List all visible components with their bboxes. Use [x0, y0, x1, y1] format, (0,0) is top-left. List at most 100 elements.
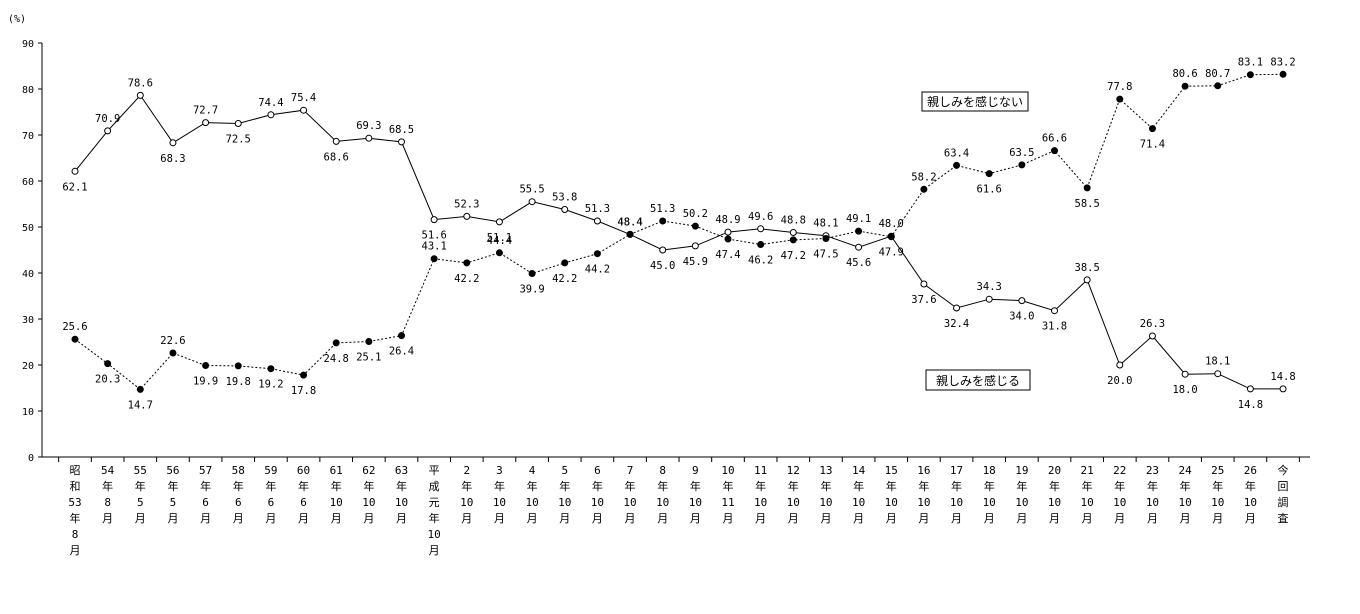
data-label: 80.6 — [1172, 68, 1197, 80]
x-tick-label-34: 24 年 10 月 — [1178, 464, 1192, 525]
data-label: 49.1 — [846, 213, 871, 225]
x-tick-label-line: 58 — [232, 464, 245, 477]
data-label: 14.8 — [1270, 371, 1295, 383]
x-tick-label-line: 年 — [918, 479, 929, 493]
x-tick-label-line: 13 — [819, 464, 832, 477]
x-tick-label-line: 63 — [395, 464, 408, 477]
x-tick-label-12: 2 年 10 月 — [460, 464, 473, 525]
data-label: 47.9 — [879, 247, 904, 259]
data-point-open — [1018, 297, 1026, 305]
data-point-filled — [1116, 95, 1124, 103]
x-tick-label-line: 10 — [460, 496, 473, 509]
x-tick-label-line: 10 — [656, 496, 669, 509]
data-point-filled — [234, 362, 242, 370]
x-tick-label-line: 年 — [167, 479, 178, 493]
x-tick-label-line: 年 — [396, 479, 407, 493]
data-point-filled — [593, 250, 601, 258]
x-tick-label-line: 年 — [135, 479, 146, 493]
data-label: 44.2 — [585, 264, 610, 276]
data-label: 68.6 — [324, 151, 349, 163]
data-label: 48.9 — [715, 214, 740, 226]
x-tick-label-line: 月 — [723, 512, 734, 525]
x-tick-label-line: 10 — [362, 496, 375, 509]
x-tick-label-29: 19 年 10 月 — [1015, 464, 1028, 525]
x-tick-label-27: 17 年 10 月 — [950, 464, 963, 525]
x-tick-label-line: 調 — [1278, 495, 1289, 509]
x-tick-label-line: 年 — [788, 479, 799, 493]
x-tick-label-line: 月 — [1114, 512, 1125, 525]
data-label: 48.4 — [617, 216, 642, 228]
series-label-text: 親しみを感じる — [936, 373, 1020, 388]
x-tick-label-line: 月 — [70, 544, 81, 557]
x-tick-label-line: 成 — [429, 480, 440, 493]
data-point-open — [495, 218, 503, 226]
x-tick-label-line: 10 — [819, 496, 832, 509]
data-label: 39.9 — [519, 284, 544, 296]
data-label: 61.6 — [977, 184, 1002, 196]
x-tick-label-line: 8 — [72, 528, 79, 541]
x-tick-label-line: 20 — [1048, 464, 1061, 477]
x-tick-label-line: 月 — [461, 512, 472, 525]
data-label: 58.2 — [911, 171, 936, 183]
x-tick-label-22: 12 年 10 月 — [787, 464, 800, 525]
x-tick-label-5: 58 年 6 月 — [232, 464, 245, 525]
x-tick-label-6: 59 年 6 月 — [264, 464, 277, 525]
data-label: 71.4 — [1140, 139, 1165, 151]
x-tick-label-line: 59 — [264, 464, 277, 477]
series-label-box-1: 親しみを感じない — [921, 91, 1029, 112]
data-point-filled — [757, 241, 765, 248]
x-tick-label-line: 月 — [494, 512, 505, 525]
x-tick-label-line: 年 — [592, 479, 603, 493]
x-tick-label-line: 年 — [331, 479, 342, 493]
x-tick-label-33: 23 年 10 月 — [1146, 464, 1159, 525]
x-tick-label-13: 3 年 10 月 — [493, 464, 506, 525]
data-point-open — [528, 198, 536, 206]
x-tick-label-line: 10 — [1178, 496, 1191, 509]
data-label: 70.9 — [95, 113, 120, 125]
y-tick-label: 50 — [22, 223, 34, 234]
series-label-box-border — [925, 369, 1031, 391]
data-label: 66.6 — [1042, 133, 1067, 145]
data-point-open — [985, 295, 993, 303]
data-label: 75.4 — [291, 92, 316, 104]
x-tick-label-18: 8 年 10 月 — [656, 464, 669, 525]
x-tick-label-16: 6 年 10 月 — [591, 464, 604, 525]
data-point-filled — [495, 249, 503, 257]
x-tick-label-line: 10 — [558, 496, 571, 509]
x-tick-label-line: 54 — [101, 464, 115, 477]
x-tick-label-8: 61 年 10 月 — [330, 464, 343, 525]
data-label: 48.4 — [617, 216, 642, 228]
data-label: 25.1 — [356, 352, 381, 364]
x-tick-label-31: 21 年 10 月 — [1081, 464, 1094, 525]
data-label: 46.2 — [748, 255, 773, 267]
x-tick-label-line: 56 — [166, 464, 179, 477]
data-label: 20.0 — [1107, 375, 1132, 387]
data-point-filled — [626, 230, 634, 238]
x-tick-label-line: 年 — [1180, 479, 1191, 493]
y-tick-label: 90 — [22, 39, 34, 50]
x-tick-label-line: 25 — [1211, 464, 1224, 477]
data-label: 74.4 — [258, 97, 283, 109]
x-tick-label-line: 年 — [625, 479, 636, 493]
x-tick-label-line: 10 — [721, 464, 734, 477]
x-tick-label-line: 月 — [755, 512, 766, 525]
data-point-filled — [430, 255, 438, 263]
x-tick-label-line: 年 — [1049, 479, 1060, 493]
x-tick-label-line: 10 — [330, 496, 343, 509]
data-point-filled — [1181, 82, 1189, 90]
x-tick-label-line: 年 — [690, 479, 701, 493]
x-tick-label-line: 年 — [1016, 479, 1027, 493]
data-point-open — [659, 246, 667, 254]
series-label-text: 親しみを感じない — [927, 94, 1023, 109]
x-tick-label-line: 月 — [363, 512, 374, 525]
data-label: 43.1 — [422, 241, 447, 253]
data-label: 62.1 — [62, 181, 87, 193]
x-tick-label-line: 年 — [494, 479, 505, 493]
data-point-filled — [169, 349, 177, 357]
data-label: 45.9 — [683, 256, 708, 268]
x-tick-label-line: 9 — [692, 464, 699, 477]
x-tick-label-line: 月 — [167, 512, 178, 525]
x-tick-label-line: 11 — [754, 464, 767, 477]
